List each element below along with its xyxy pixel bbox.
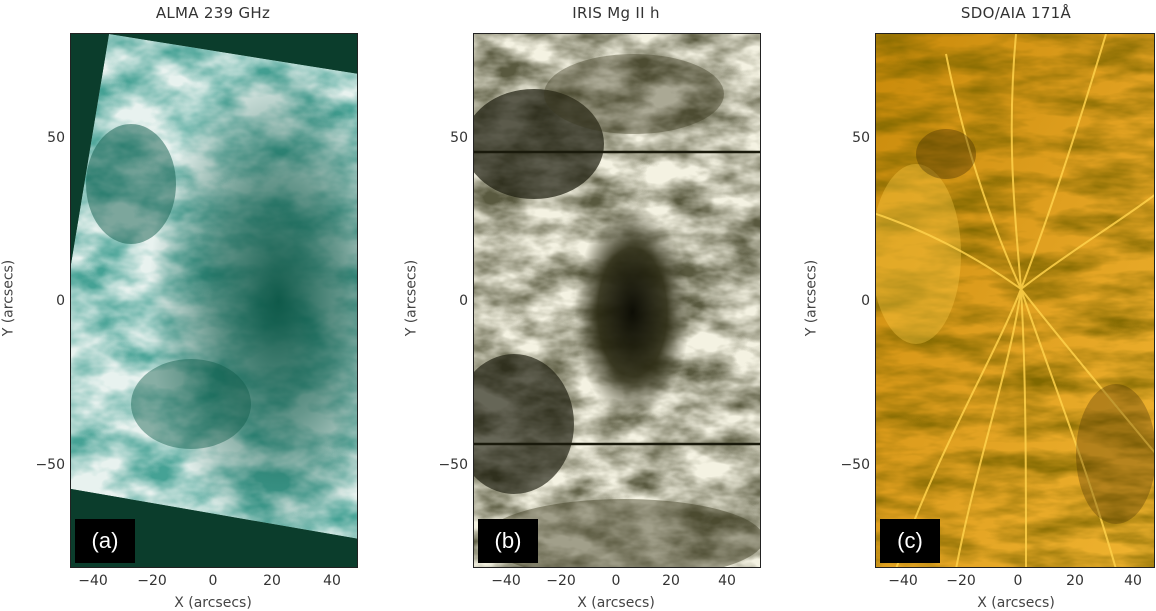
y-tick-label: 0 (861, 293, 870, 309)
y-tick-label: 0 (459, 293, 468, 309)
x-tick-label: 40 (1124, 573, 1142, 589)
x-tick-label: −40 (491, 573, 521, 589)
alma-image: (a) (70, 33, 358, 568)
x-tick-label: 20 (1066, 573, 1084, 589)
alma-image-svg (71, 34, 357, 567)
x-tick-label: 20 (263, 573, 281, 589)
panel-title: ALMA 239 GHz (155, 4, 271, 22)
panel-label: (c) (880, 519, 940, 563)
y-tick-label: −50 (35, 457, 65, 473)
y-axis-label: Y (arcsecs) (403, 259, 420, 337)
aia-image: (c) (875, 33, 1155, 568)
y-axis-label: Y (arcsecs) (803, 259, 820, 337)
aia-image-svg (876, 34, 1154, 567)
y-tick-label: 50 (47, 130, 65, 146)
x-tick-label: 40 (718, 573, 736, 589)
x-axis-label: X (arcsecs) (977, 595, 1055, 611)
x-tick-label: 20 (662, 573, 680, 589)
panel-title: IRIS Mg II h (572, 4, 660, 22)
panel-iris: IRIS Mg II h Y (arcsecs) 50 0 −50 (400, 0, 770, 611)
y-tick-label: 50 (450, 130, 468, 146)
y-tick-label: −50 (438, 457, 468, 473)
x-tick-label: 40 (323, 573, 341, 589)
y-axis-label: Y (arcsecs) (0, 259, 17, 337)
y-tick-label: 50 (852, 130, 870, 146)
x-tick-label: 0 (208, 573, 218, 589)
x-tick-label: −20 (546, 573, 576, 589)
y-tick-label: 0 (56, 293, 65, 309)
panel-label: (a) (75, 519, 135, 563)
panel-label: (b) (478, 519, 538, 563)
panel-alma: ALMA 239 GHz Y (arcsecs) 50 0 −50 (0, 0, 370, 611)
y-tick-label: −50 (840, 457, 870, 473)
iris-image-svg (474, 34, 760, 567)
x-tick-label: 0 (611, 573, 621, 589)
x-tick-label: 0 (1013, 573, 1023, 589)
x-tick-label: −40 (78, 573, 108, 589)
x-axis-label: X (arcsecs) (174, 595, 252, 611)
iris-image: (b) (473, 33, 761, 568)
x-axis-label: X (arcsecs) (577, 595, 655, 611)
x-tick-label: −20 (946, 573, 976, 589)
x-tick-label: −20 (137, 573, 167, 589)
panel-aia: SDO/AIA 171Å Y (arcsecs) 50 0 −50 (800, 0, 1156, 611)
x-tick-label: −40 (888, 573, 918, 589)
panel-title: SDO/AIA 171Å (960, 4, 1072, 22)
